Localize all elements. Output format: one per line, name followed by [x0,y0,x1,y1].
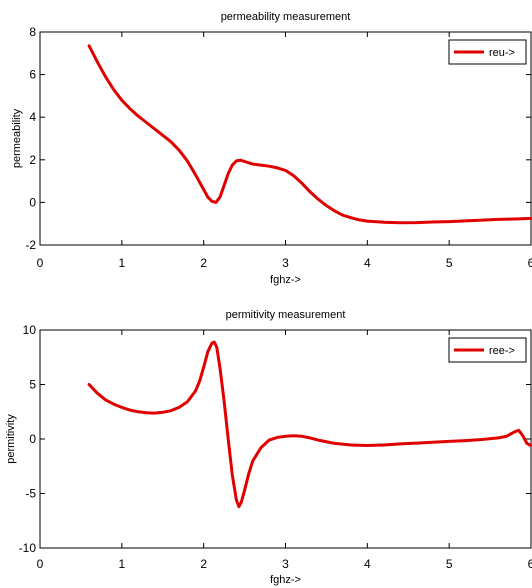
series-line [87,340,532,509]
x-axis-label: fghz-> [270,274,301,286]
plot-area [39,31,532,246]
series-line [87,44,532,225]
x-tick-label: 1 [118,557,125,571]
chart-2: permitivity measurement 0 1 2 3 4 5 6 -10 -5 0 5 10 f… [5,309,532,586]
x-tick-label: 6 [528,557,532,571]
legend: reu-> [448,39,527,65]
chart-title: permitivity measurement [226,309,346,321]
x-tick-label: 0 [37,256,44,270]
y-tick-label: 4 [29,110,36,124]
x-tick-label: 2 [200,256,207,270]
plot-area [39,329,532,549]
x-tick-label: 4 [364,557,371,571]
y-tick-label: 2 [29,153,36,167]
y-tick-label: 6 [29,68,36,82]
y-tick-label: -2 [25,238,36,252]
y-tick-label: 5 [29,378,36,392]
y-tick-label: 10 [23,323,37,337]
y-tick-label: -10 [19,541,37,555]
x-tick-label: 3 [282,256,289,270]
y-tick-label: -5 [25,487,36,501]
legend-box [448,337,527,363]
y-axis-label: permeability [11,108,23,168]
y-tick-label: 0 [29,432,36,446]
x-tick-label: 1 [118,256,125,270]
x-tick-label: 6 [528,256,532,270]
legend: ree-> [448,337,527,363]
x-tick-label: 0 [37,557,44,571]
legend-label: ree-> [489,345,515,357]
chart-title: permeability measurement [221,11,351,23]
y-tick-label: 8 [29,25,36,39]
x-tick-label: 3 [282,557,289,571]
legend-label: reu-> [489,47,515,59]
y-tick-label: 0 [29,195,36,209]
y-axis-label: permitivity [5,414,17,464]
x-tick-label: 4 [364,256,371,270]
x-tick-label: 5 [446,256,453,270]
x-tick-label: 2 [200,557,207,571]
x-tick-label: 5 [446,557,453,571]
x-axis-label: fghz-> [270,574,301,586]
